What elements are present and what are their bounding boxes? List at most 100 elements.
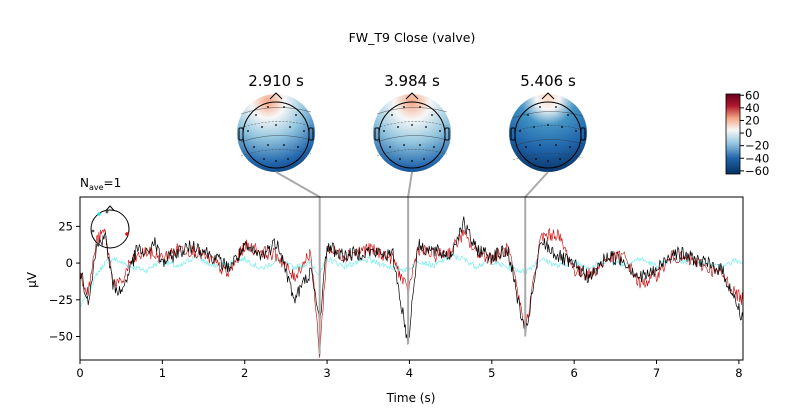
topomap-sensor bbox=[389, 146, 391, 148]
topomap-sensor bbox=[287, 158, 289, 160]
colorbar-tick-label: −40 bbox=[745, 151, 769, 165]
topomap-contour bbox=[512, 139, 584, 147]
x-tick-label: 6 bbox=[570, 366, 577, 380]
topomap-connector bbox=[407, 171, 413, 198]
topomap-sensor bbox=[295, 114, 297, 116]
x-tick-label: 2 bbox=[241, 366, 248, 380]
plot-frame bbox=[79, 196, 744, 361]
topomap-sensor bbox=[403, 144, 405, 146]
topomap-sensor bbox=[403, 106, 405, 108]
topomap-sensor bbox=[525, 146, 527, 148]
inset-head bbox=[90, 209, 130, 249]
inset-nose bbox=[105, 205, 115, 211]
topomap-sensor bbox=[253, 146, 255, 148]
topomap-field bbox=[509, 94, 587, 172]
topomap-time-label: 5.406 s bbox=[520, 72, 576, 90]
trace-line bbox=[80, 216, 743, 345]
topomap-field bbox=[237, 94, 315, 172]
topomap-sensor bbox=[547, 124, 549, 126]
y-axis-label: µV bbox=[25, 271, 39, 288]
topomap-sensor bbox=[527, 114, 529, 116]
topomap-sensor bbox=[411, 124, 413, 126]
topomap-sensor bbox=[303, 130, 305, 132]
butterfly-axes: 0 1 2 3 4 5 6 7 8 25 0 −25 −50 Time (s) µV bbox=[25, 196, 744, 405]
topomap-sensor bbox=[419, 144, 421, 146]
topomap-sensor bbox=[567, 114, 569, 116]
topomap-ear bbox=[308, 127, 314, 141]
topomap: 2.910 s bbox=[237, 72, 315, 172]
y-tick-label: 0 bbox=[66, 256, 73, 270]
y-tick-label: −50 bbox=[49, 330, 73, 344]
trace-line bbox=[80, 227, 743, 358]
topomap-sensor bbox=[433, 146, 435, 148]
topomap-sensor bbox=[383, 130, 385, 132]
colorbar-tick-label: −60 bbox=[745, 164, 769, 178]
topomap-sensor bbox=[419, 106, 421, 108]
topomap-sensor bbox=[439, 130, 441, 132]
topomap: 5.406 s bbox=[509, 72, 587, 172]
topomap-contour bbox=[376, 135, 448, 143]
topomap-sensor bbox=[519, 130, 521, 132]
topomap-sensor bbox=[247, 130, 249, 132]
topomap-sensor bbox=[391, 114, 393, 116]
topomap-connectors bbox=[275, 171, 549, 198]
nave-label: Nave=1 bbox=[80, 176, 121, 192]
topomap-contour bbox=[376, 107, 448, 115]
nave-sub: ave bbox=[89, 183, 104, 192]
x-axis-label: Time (s) bbox=[386, 391, 436, 405]
topomap-sensor bbox=[559, 158, 561, 160]
topomap-sensor bbox=[431, 114, 433, 116]
inset-sensor bbox=[105, 210, 109, 214]
colorbar-tick-label: −20 bbox=[745, 139, 769, 153]
topomap-nose bbox=[269, 92, 283, 100]
topomap-time-label: 3.984 s bbox=[384, 72, 440, 90]
topomap-sensor bbox=[297, 146, 299, 148]
topomap-sensor bbox=[263, 158, 265, 160]
topomap-ear bbox=[510, 127, 516, 141]
topomap-contour bbox=[240, 107, 312, 115]
topomap-sensor bbox=[255, 114, 257, 116]
y-tick-label: −25 bbox=[49, 293, 73, 307]
x-tick-label: 8 bbox=[735, 366, 742, 380]
topomap-sensor bbox=[289, 126, 291, 128]
sensor-inset bbox=[90, 205, 130, 249]
inset-sensor bbox=[125, 232, 129, 236]
x-tick-label: 0 bbox=[76, 366, 83, 380]
topomap-sensor bbox=[267, 106, 269, 108]
topomap-ear bbox=[580, 127, 586, 141]
topomap-sensor bbox=[539, 106, 541, 108]
x-tick-label: 7 bbox=[653, 366, 660, 380]
nave-value: =1 bbox=[104, 176, 122, 190]
topomap-sensor bbox=[555, 144, 557, 146]
topomap-sensor bbox=[555, 106, 557, 108]
topomap-sensor bbox=[267, 144, 269, 146]
topomap-ear bbox=[374, 127, 380, 141]
topomap-ear bbox=[444, 127, 450, 141]
topomap-connector bbox=[524, 171, 549, 198]
topomap-field bbox=[373, 94, 451, 172]
trace-line bbox=[80, 253, 743, 308]
event-lines bbox=[318, 197, 527, 355]
topomap-nose bbox=[541, 92, 555, 100]
topomap-sensor bbox=[569, 146, 571, 148]
topomap-sensor bbox=[533, 126, 535, 128]
topomap-sensor bbox=[535, 158, 537, 160]
inset-sensor bbox=[91, 229, 95, 233]
topomap-connector bbox=[275, 171, 321, 198]
y-axis-ticks: 25 0 −25 −50 bbox=[49, 219, 80, 344]
topomap-contour bbox=[376, 121, 448, 129]
topomap-sensor bbox=[423, 158, 425, 160]
topomap-sensor bbox=[261, 126, 263, 128]
inset-sensor bbox=[97, 212, 101, 216]
y-tick-label: 25 bbox=[58, 219, 73, 233]
topomap-sensor bbox=[561, 126, 563, 128]
topomap-sensor bbox=[399, 158, 401, 160]
colorbar-gradient bbox=[725, 93, 741, 175]
colorbar-tick-label: 0 bbox=[745, 126, 752, 140]
topomap-sensor bbox=[283, 144, 285, 146]
topomap-sensor bbox=[547, 160, 549, 162]
topomap-sensor bbox=[275, 160, 277, 162]
x-tick-label: 3 bbox=[323, 366, 330, 380]
